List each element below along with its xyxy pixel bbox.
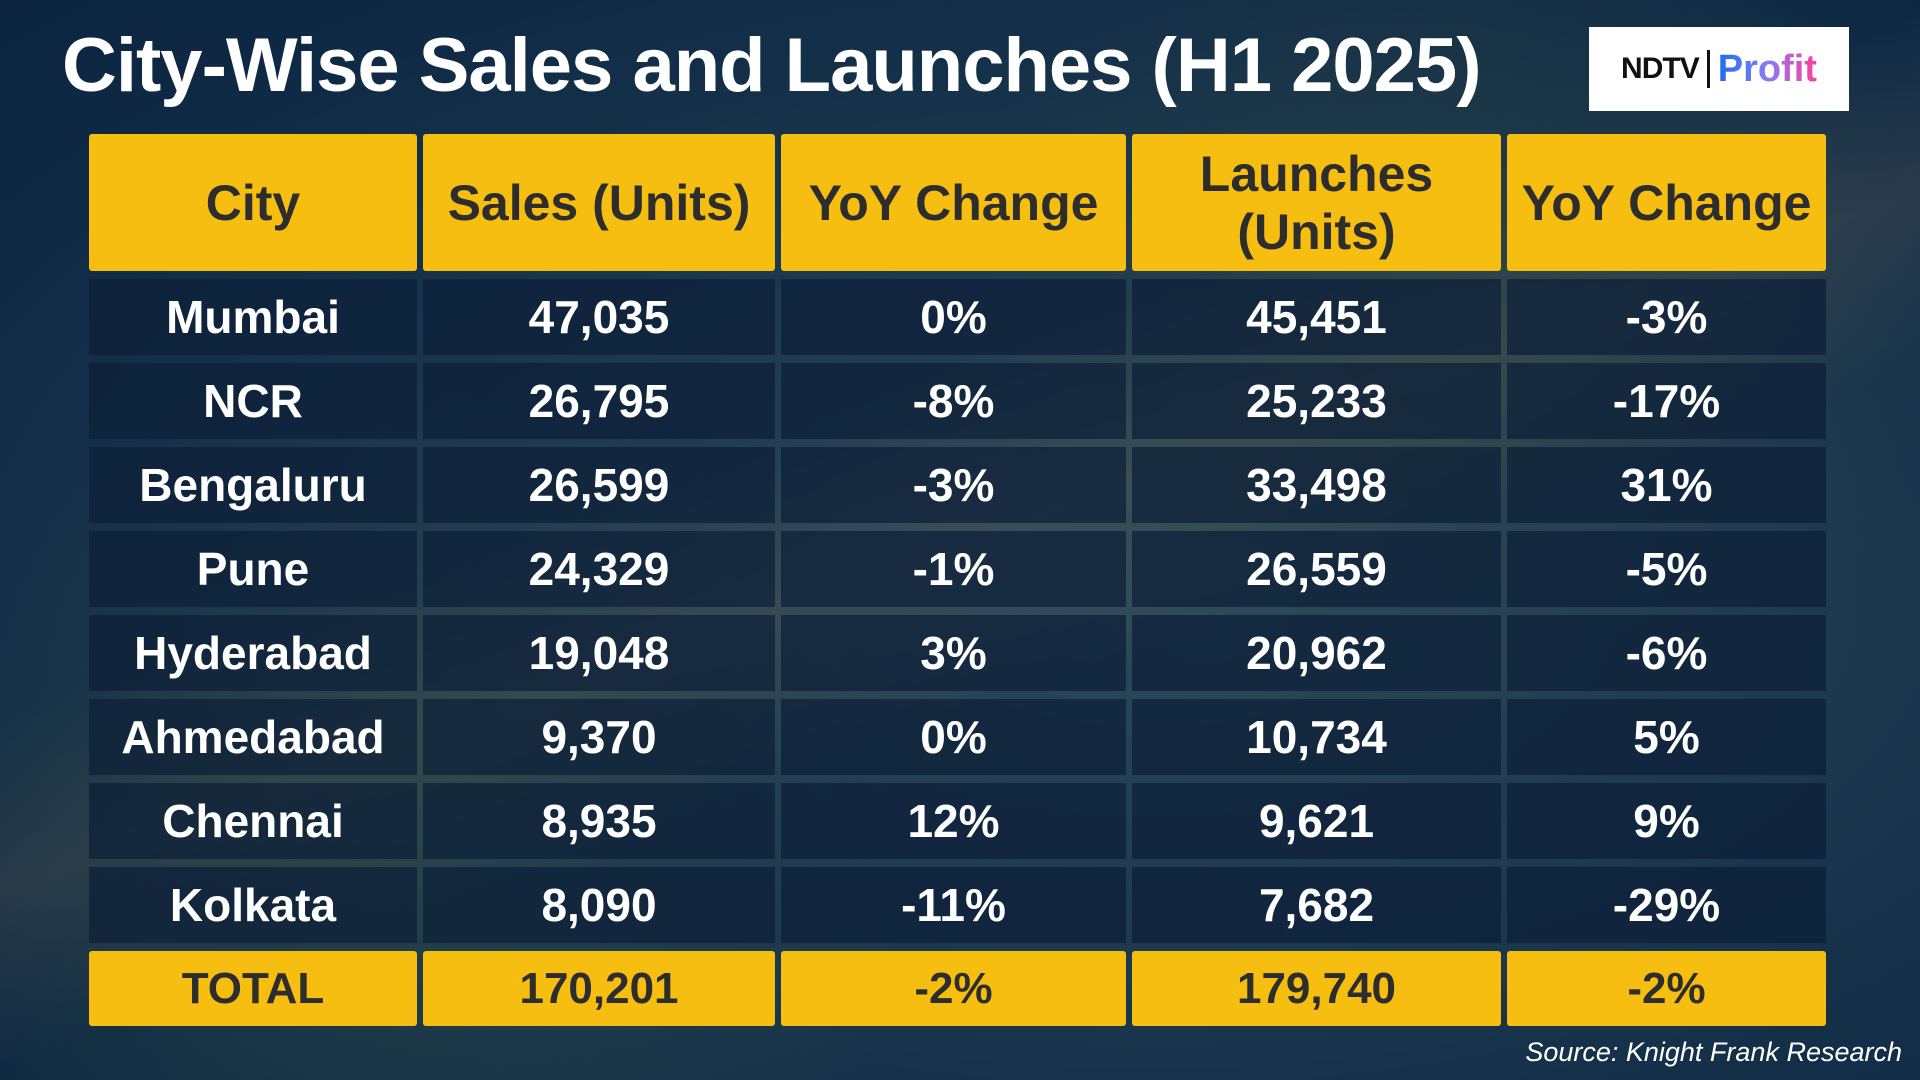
total-row: TOTAL 170,201 -2% 179,740 -2% — [89, 951, 1826, 1026]
table-cell: 25,233 — [1132, 363, 1501, 439]
table-cell: Pune — [89, 531, 417, 607]
table-row: Ahmedabad 9,370 0% 10,734 5% — [89, 699, 1826, 775]
table-cell: 0% — [781, 699, 1126, 775]
table-cell: 26,559 — [1132, 531, 1501, 607]
total-cell: TOTAL — [89, 951, 417, 1026]
table-cell: 0% — [781, 279, 1126, 355]
total-cell: 170,201 — [423, 951, 775, 1026]
logo-ndtv: NDTV — [1621, 52, 1700, 85]
table-cell: -5% — [1507, 531, 1826, 607]
table-header: City Sales (Units) YoY Change Launches (… — [89, 134, 1826, 271]
sales-table: City Sales (Units) YoY Change Launches (… — [89, 134, 1826, 1034]
table-cell: 8,090 — [423, 867, 775, 943]
table-cell: 24,329 — [423, 531, 775, 607]
table-cell: 47,035 — [423, 279, 775, 355]
header-cell: YoY Change — [1507, 134, 1826, 271]
table-row: Mumbai 47,035 0% 45,451 -3% — [89, 279, 1826, 355]
table-cell: Mumbai — [89, 279, 417, 355]
header-cell: City — [89, 134, 417, 271]
table-cell: 19,048 — [423, 615, 775, 691]
source-note: Source: Knight Frank Research — [1525, 1037, 1902, 1067]
table-cell: -29% — [1507, 867, 1826, 943]
table-row: Pune 24,329 -1% 26,559 -5% — [89, 531, 1826, 607]
table-cell: 26,795 — [423, 363, 775, 439]
table-row: Hyderabad 19,048 3% 20,962 -6% — [89, 615, 1826, 691]
table-cell: 20,962 — [1132, 615, 1501, 691]
logo-profit: Profit — [1717, 47, 1817, 90]
table-cell: 33,498 — [1132, 447, 1501, 523]
table-cell: -11% — [781, 867, 1126, 943]
header-cell: Sales (Units) — [423, 134, 775, 271]
table-cell: -3% — [1507, 279, 1826, 355]
table-cell: 12% — [781, 783, 1126, 859]
table-cell: 9,621 — [1132, 783, 1501, 859]
table-cell: 45,451 — [1132, 279, 1501, 355]
table-cell: 3% — [781, 615, 1126, 691]
table-cell: Ahmedabad — [89, 699, 417, 775]
table-cell: Chennai — [89, 783, 417, 859]
logo-divider — [1706, 50, 1710, 88]
header-cell: Launches (Units) — [1132, 134, 1501, 271]
table-cell: Kolkata — [89, 867, 417, 943]
table-cell: -1% — [781, 531, 1126, 607]
page-title: City-Wise Sales and Launches (H1 2025) — [62, 23, 1482, 108]
table-cell: -3% — [781, 447, 1126, 523]
table-cell: Bengaluru — [89, 447, 417, 523]
table-cell: -17% — [1507, 363, 1826, 439]
header-cell: YoY Change — [781, 134, 1126, 271]
table-row: Bengaluru 26,599 -3% 33,498 31% — [89, 447, 1826, 523]
table-cell: 10,734 — [1132, 699, 1501, 775]
total-cell: -2% — [1507, 951, 1826, 1026]
table-cell: 7,682 — [1132, 867, 1501, 943]
table-cell: 8,935 — [423, 783, 775, 859]
table-cell: NCR — [89, 363, 417, 439]
table-cell: 31% — [1507, 447, 1826, 523]
ndtv-profit-logo: NDTV Profit — [1589, 27, 1849, 111]
total-cell: -2% — [781, 951, 1126, 1026]
table-row: Chennai 8,935 12% 9,621 9% — [89, 783, 1826, 859]
table-cell: 9,370 — [423, 699, 775, 775]
table-row: NCR 26,795 -8% 25,233 -17% — [89, 363, 1826, 439]
table-cell: 26,599 — [423, 447, 775, 523]
table-cell: 9% — [1507, 783, 1826, 859]
table-cell: Hyderabad — [89, 615, 417, 691]
table-cell: -8% — [781, 363, 1126, 439]
table-cell: 5% — [1507, 699, 1826, 775]
table-row: Kolkata 8,090 -11% 7,682 -29% — [89, 867, 1826, 943]
table-cell: -6% — [1507, 615, 1826, 691]
total-cell: 179,740 — [1132, 951, 1501, 1026]
